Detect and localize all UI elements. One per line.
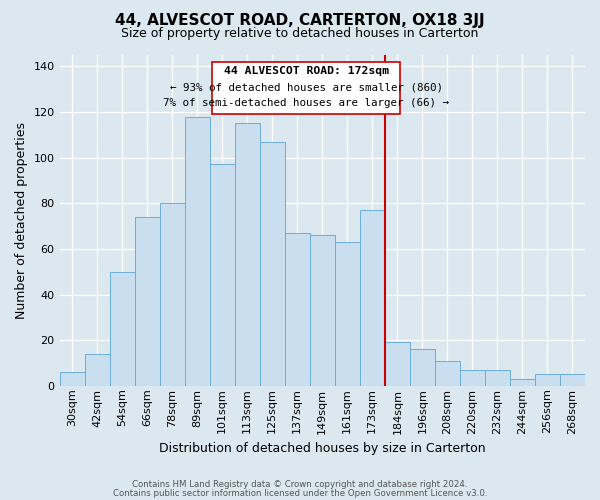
Bar xyxy=(285,233,310,386)
Bar xyxy=(260,142,285,386)
Bar xyxy=(360,210,385,386)
Bar xyxy=(310,235,335,386)
Bar xyxy=(335,242,360,386)
Text: 7% of semi-detached houses are larger (66) →: 7% of semi-detached houses are larger (6… xyxy=(163,98,449,108)
Text: 44 ALVESCOT ROAD: 172sqm: 44 ALVESCOT ROAD: 172sqm xyxy=(224,66,389,76)
Y-axis label: Number of detached properties: Number of detached properties xyxy=(15,122,28,319)
Text: Contains public sector information licensed under the Open Government Licence v3: Contains public sector information licen… xyxy=(113,489,487,498)
Bar xyxy=(212,62,400,114)
Bar xyxy=(460,370,485,386)
Bar xyxy=(535,374,560,386)
Bar xyxy=(134,217,160,386)
Text: ← 93% of detached houses are smaller (860): ← 93% of detached houses are smaller (86… xyxy=(170,82,443,92)
Bar xyxy=(110,272,134,386)
Bar xyxy=(209,164,235,386)
Bar xyxy=(385,342,410,386)
Bar xyxy=(235,124,260,386)
Bar xyxy=(160,204,185,386)
Text: Contains HM Land Registry data © Crown copyright and database right 2024.: Contains HM Land Registry data © Crown c… xyxy=(132,480,468,489)
Bar xyxy=(59,372,85,386)
Bar xyxy=(560,374,585,386)
Bar xyxy=(435,360,460,386)
Bar xyxy=(85,354,110,386)
Bar xyxy=(510,379,535,386)
X-axis label: Distribution of detached houses by size in Carterton: Distribution of detached houses by size … xyxy=(159,442,485,455)
Bar xyxy=(410,350,435,386)
Text: 44, ALVESCOT ROAD, CARTERTON, OX18 3JJ: 44, ALVESCOT ROAD, CARTERTON, OX18 3JJ xyxy=(115,12,485,28)
Text: Size of property relative to detached houses in Carterton: Size of property relative to detached ho… xyxy=(121,28,479,40)
Bar xyxy=(485,370,510,386)
Bar xyxy=(185,116,209,386)
